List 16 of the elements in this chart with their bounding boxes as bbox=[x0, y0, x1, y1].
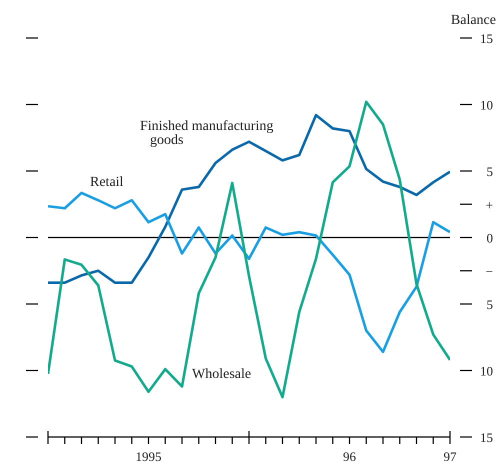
y-tick-label: 5 bbox=[486, 297, 493, 312]
y-tick-label: 0 bbox=[486, 230, 493, 246]
y-tick-label: − bbox=[486, 264, 493, 279]
series-label: Wholesale bbox=[192, 367, 252, 382]
x-tick-label: 97 bbox=[444, 449, 457, 462]
y-tick-label: + bbox=[486, 197, 493, 212]
series-label: Retail bbox=[90, 175, 124, 190]
y-tick-label: 10 bbox=[480, 98, 493, 112]
y-tick-label: 10 bbox=[480, 364, 493, 378]
y-tick-label: 5 bbox=[486, 164, 493, 179]
series-label: Finished manufacturing goods bbox=[140, 119, 274, 148]
x-tick-label: 1995 bbox=[136, 449, 162, 462]
x-tick-label: 96 bbox=[343, 449, 356, 462]
y-axis-title: Balance bbox=[450, 13, 496, 28]
y-tick-label: 15 bbox=[480, 430, 493, 445]
y-tick-label: 15 bbox=[480, 31, 493, 46]
